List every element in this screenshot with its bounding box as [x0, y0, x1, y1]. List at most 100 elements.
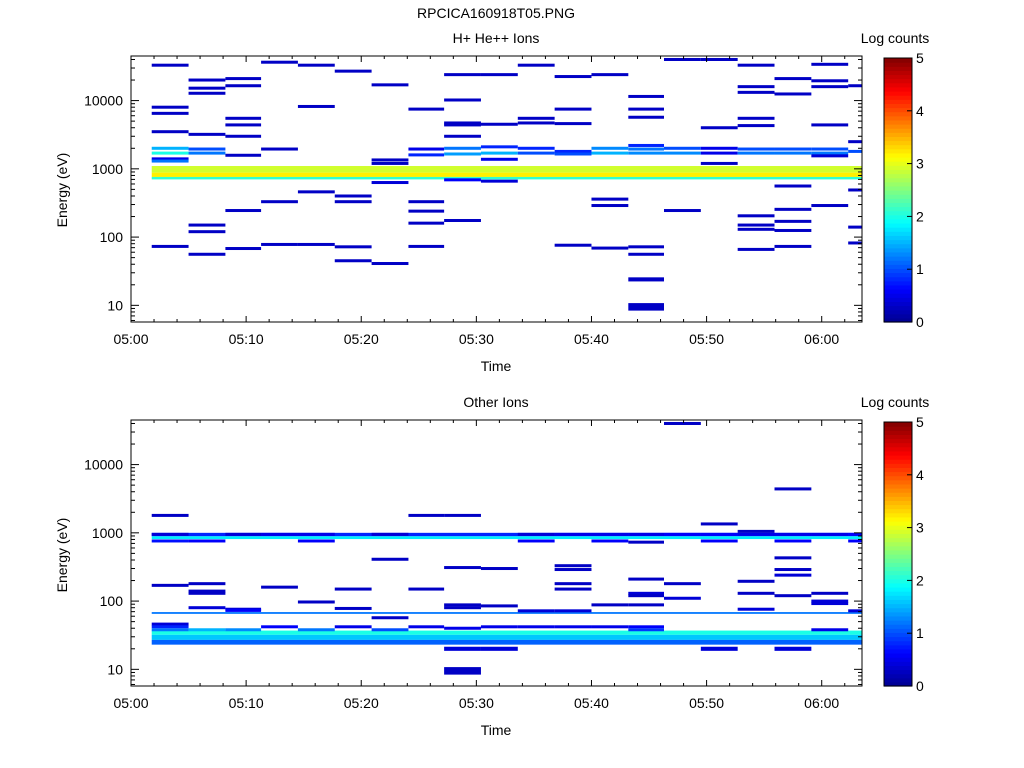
heatmap-cell	[811, 628, 849, 632]
heatmap-cell	[554, 564, 592, 568]
heatmap-cell	[151, 63, 189, 67]
heatmap-cells	[151, 421, 862, 675]
colorbar-segment	[884, 82, 912, 88]
heatmap-cell	[700, 126, 738, 130]
band-cell	[151, 532, 862, 537]
panel-h-he-ions: H+ He++ Ions Log counts Time Energy (eV)…	[54, 30, 929, 374]
heatmap-cell	[261, 60, 298, 64]
heatmap-cell	[408, 153, 445, 157]
colorbar-segment	[884, 111, 912, 117]
heatmap-cell	[737, 591, 775, 595]
heatmap-cell	[188, 628, 226, 632]
heatmap-cell	[737, 147, 775, 151]
heatmap-cell	[663, 421, 701, 425]
x-tick-label: 05:00	[113, 331, 148, 347]
colorbar-segment	[884, 669, 912, 675]
colorbar-segment	[884, 198, 912, 203]
heatmap-cell	[737, 214, 775, 218]
heatmap-cell	[297, 242, 335, 246]
heatmap-cell	[371, 262, 409, 266]
y-axis-ticks: 10 100 1000 10000	[84, 422, 862, 685]
heatmap-cell	[444, 121, 481, 125]
colorbar-segment	[884, 665, 912, 671]
heatmap-cell	[774, 568, 812, 572]
colorbar-segment	[884, 545, 912, 551]
heatmap-cell	[444, 178, 481, 182]
figure-title: RPCICA160918T05.PNG	[417, 5, 575, 21]
heatmap-cell	[774, 228, 812, 232]
colorbar-segment	[884, 628, 912, 633]
colorbar-tick-label: 0	[916, 314, 924, 330]
colorbar-segment	[884, 202, 912, 208]
panel-title: Other Ions	[463, 394, 528, 410]
colorbar-segment	[884, 521, 912, 526]
colorbar-segment	[884, 434, 912, 440]
colorbar-segment	[884, 235, 912, 241]
colorbar-segment	[884, 313, 912, 319]
colorbar-segment	[884, 504, 912, 510]
colorbar-segment	[884, 591, 912, 596]
heatmap-cell	[663, 146, 701, 150]
heatmap-cell	[848, 532, 862, 536]
heatmap-cell	[774, 207, 812, 211]
heatmap-cell	[517, 609, 555, 613]
y-tick-label: 1000	[92, 161, 123, 177]
colorbar-segment	[884, 533, 912, 539]
heatmap-cell	[444, 626, 481, 630]
heatmap-cell	[737, 247, 775, 251]
heatmap-cell	[188, 230, 226, 234]
heatmap-cell	[848, 241, 862, 245]
colorbar-segment	[884, 578, 912, 584]
band-cell	[151, 639, 862, 645]
colorbar-segment	[884, 152, 912, 158]
heatmap-cell	[225, 247, 262, 251]
colorbar-segment	[884, 256, 912, 261]
x-tick-label: 05:50	[689, 331, 724, 347]
heatmap-cell	[188, 606, 226, 610]
heatmap-cell	[774, 487, 812, 491]
heatmap-cell	[371, 83, 409, 87]
heatmap-cell	[188, 132, 226, 136]
heatmap-cell	[225, 209, 262, 213]
heatmap-cell	[408, 209, 445, 213]
heatmap-cell	[188, 582, 226, 586]
colorbar-segment	[884, 426, 912, 431]
x-tick-label: 05:20	[344, 331, 379, 347]
colorbar-segment	[884, 500, 912, 506]
colorbar-tick-label: 1	[916, 261, 924, 277]
heatmap-cell	[151, 151, 189, 155]
heatmap-cell	[554, 532, 592, 536]
heatmap-cell	[628, 591, 664, 595]
colorbar-segment	[884, 177, 912, 183]
colorbar-segment	[884, 227, 912, 232]
heatmap-cell	[480, 567, 518, 571]
colorbar-tick-label: 4	[916, 467, 924, 483]
colorbar-segment	[884, 446, 912, 452]
colorbar-segment	[884, 95, 912, 100]
heatmap-cell	[480, 73, 518, 77]
heatmap-cell	[591, 197, 629, 201]
heatmap-cell	[408, 200, 445, 204]
colorbar-segment	[884, 70, 912, 76]
colorbar-tick-label: 5	[916, 50, 924, 66]
heatmap-cell	[444, 566, 481, 570]
heatmap-cell	[628, 151, 664, 155]
colorbar-segment	[884, 251, 912, 257]
colorbar-tick-label: 3	[916, 156, 924, 172]
heatmap-cell	[737, 579, 775, 583]
x-tick-label: 05:10	[229, 695, 264, 711]
heatmap-cell	[408, 244, 445, 248]
colorbar-segment	[884, 157, 912, 162]
y-tick-label: 100	[100, 593, 124, 609]
colorbar-segment	[884, 276, 912, 282]
heatmap-cell	[480, 646, 518, 651]
colorbar-segment	[884, 309, 912, 315]
colorbar-segment	[884, 284, 912, 290]
heatmap-cell	[774, 539, 812, 543]
heatmap-cell	[700, 161, 738, 165]
colorbar-segment	[884, 615, 912, 621]
band-cell	[151, 172, 862, 177]
heatmap-cell	[444, 606, 481, 610]
heatmap-cell	[663, 151, 701, 155]
heatmap-cell	[225, 77, 262, 81]
